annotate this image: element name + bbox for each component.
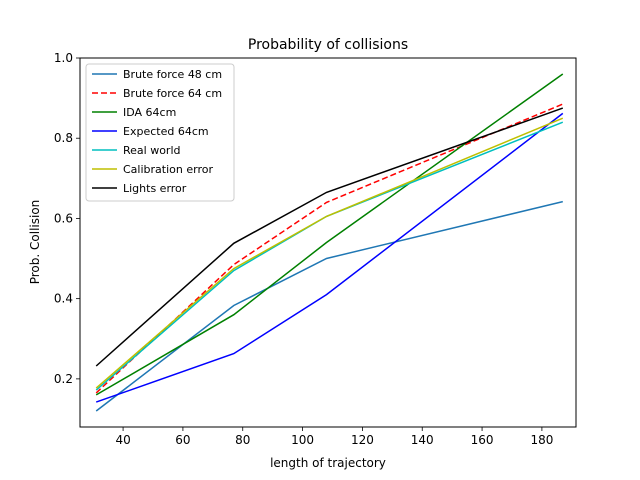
- legend-entry-1: Brute force 64 cm: [123, 87, 222, 100]
- x-tick-label: 120: [351, 433, 374, 447]
- x-axis-label: length of trajectory: [270, 456, 386, 470]
- x-tick-label: 60: [175, 433, 190, 447]
- x-tick-label: 40: [115, 433, 130, 447]
- x-tick-label: 80: [235, 433, 250, 447]
- series-line-0: [95, 200, 563, 412]
- series-line-6: [95, 107, 564, 367]
- legend-box: [85, 63, 235, 202]
- y-tick-label: 0.8: [54, 131, 73, 145]
- legend: Brute force 48 cm Brute force 64 cm IDA 64…: [85, 63, 235, 202]
- series-line-3: [95, 112, 564, 403]
- series-line-2: [95, 73, 564, 396]
- y-tick-label: 0.2: [54, 372, 73, 386]
- legend-entry-6: Lights error: [123, 182, 187, 195]
- x-tick-label: 100: [291, 433, 314, 447]
- y-axis: 0.2 0.4 0.6 0.8 1.0: [54, 51, 80, 386]
- x-tick-label: 140: [411, 433, 434, 447]
- series-layer: [95, 73, 564, 412]
- legend-entry-5: Calibration error: [123, 163, 213, 176]
- legend-entry-3: Expected 64cm: [123, 125, 209, 138]
- x-tick-label: 180: [530, 433, 553, 447]
- y-tick-label: 0.4: [54, 292, 73, 306]
- y-tick-label: 1.0: [54, 51, 73, 65]
- x-tick-label: 160: [471, 433, 494, 447]
- chart-title: Probability of collisions: [248, 37, 408, 53]
- legend-entry-2: IDA 64cm: [123, 106, 176, 119]
- y-tick-label: 0.6: [54, 211, 73, 225]
- series-line-5: [95, 117, 564, 389]
- series-line-4: [95, 121, 564, 391]
- legend-entry-0: Brute force 48 cm: [123, 68, 222, 81]
- legend-entry-4: Real world: [123, 144, 181, 157]
- y-axis-label: Prob. Collision: [28, 200, 42, 285]
- x-axis: 40 60 80 100 120 140 160 180: [115, 427, 553, 447]
